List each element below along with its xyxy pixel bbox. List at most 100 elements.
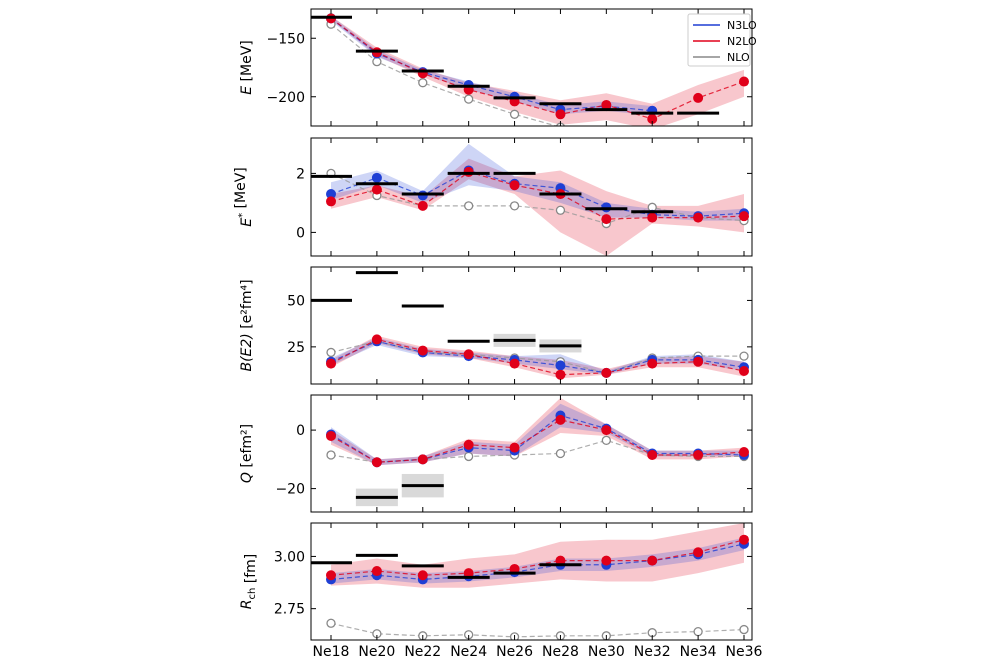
y-tick-label: 50 — [287, 293, 305, 309]
y-axis-label: E* [MeV] — [233, 167, 255, 227]
panel-frame — [310, 266, 753, 385]
point-n2lo — [739, 211, 749, 222]
point-n2lo — [509, 180, 520, 191]
y-axis-label: Rch [fm] — [239, 554, 259, 610]
x-tick-label: Ne36 — [726, 644, 763, 660]
point-nlo — [739, 351, 749, 361]
x-tick-label: Ne26 — [496, 644, 533, 660]
point-n2lo — [417, 570, 428, 581]
panel-Q: −20 0 Q [efm²] — [239, 394, 753, 513]
panel-E: −150 −200 E [MeV] — [239, 8, 753, 127]
y-tick-label: 2 — [296, 166, 305, 182]
point-n2lo — [371, 457, 382, 468]
point-n2lo — [417, 454, 428, 465]
point-n2lo — [647, 449, 658, 460]
point-n2lo — [371, 334, 382, 345]
line-n2lo — [330, 539, 745, 576]
point-n2lo — [647, 555, 658, 566]
legend-box — [687, 13, 751, 67]
point-n2lo — [555, 555, 566, 566]
line-n3lo — [330, 543, 745, 581]
panel-plot-area — [311, 143, 749, 256]
x-tick-label: Ne30 — [588, 644, 625, 660]
y-tick-label: 3.00 — [274, 549, 305, 565]
y-axis-label: E [MeV] — [239, 40, 255, 95]
line-n2lo — [330, 338, 745, 376]
point-n2lo — [509, 358, 520, 369]
point-nlo — [464, 94, 474, 104]
y-tick-label: −200 — [267, 90, 305, 106]
x-tick-label: Ne24 — [450, 644, 487, 660]
point-n2lo — [647, 113, 658, 124]
point-n2lo — [326, 358, 336, 369]
point-n2lo — [463, 439, 474, 450]
line-nlo — [330, 172, 745, 225]
x-tick-label: Ne20 — [358, 644, 395, 660]
point-n3lo — [326, 189, 336, 200]
panel-frame — [310, 394, 753, 513]
point-n2lo — [326, 570, 336, 581]
point-nlo — [464, 201, 474, 211]
point-n2lo — [739, 447, 749, 458]
y-tick-label: −150 — [267, 31, 305, 47]
point-n2lo — [647, 212, 658, 223]
point-nlo — [509, 201, 520, 211]
line-n3lo — [330, 340, 745, 374]
point-n2lo — [509, 563, 520, 574]
line-nlo — [330, 340, 744, 374]
legend-label-nlo: NLO — [727, 51, 750, 64]
point-n2lo — [601, 425, 612, 436]
point-n2lo — [371, 566, 382, 577]
point-n2lo — [417, 200, 428, 211]
y-tick-label: 25 — [287, 340, 305, 356]
line-n2lo — [330, 419, 745, 463]
point-nlo — [693, 626, 703, 637]
panel-Rch: 2.75 3.00 Rch [fm] — [239, 522, 753, 641]
point-n2lo — [693, 356, 704, 367]
point-n2lo — [417, 345, 428, 356]
x-tick-label: Ne22 — [404, 644, 441, 660]
point-nlo — [739, 624, 749, 635]
point-n2lo — [555, 109, 566, 120]
band-n2lo-0 — [331, 158, 744, 256]
x-tick-label: Ne18 — [313, 644, 350, 660]
point-n2lo — [693, 212, 704, 223]
y-tick-label: 2.75 — [274, 602, 305, 618]
line-n2lo — [330, 171, 745, 220]
panel-Estar: 0 2 E* [MeV] — [233, 137, 753, 257]
point-nlo — [372, 57, 382, 67]
point-n2lo — [601, 555, 612, 566]
point-n2lo — [739, 534, 749, 545]
y-axis-label: Q [efm²] — [239, 424, 255, 483]
point-n2lo — [739, 76, 749, 87]
line-nlo — [330, 622, 745, 638]
y-tick-label: 0 — [296, 423, 305, 439]
panel-plot-area — [311, 13, 749, 126]
x-tick-label: Ne28 — [542, 644, 579, 660]
point-n2lo — [326, 196, 336, 207]
legend: N3LO N2LO NLO — [687, 13, 757, 67]
y-tick-label: 0 — [296, 225, 305, 241]
point-n2lo — [693, 92, 704, 103]
point-nlo — [555, 205, 566, 215]
x-tick-label: Ne32 — [634, 644, 671, 660]
point-n2lo — [693, 449, 704, 460]
line-n3lo — [330, 169, 745, 217]
point-n2lo — [739, 366, 749, 376]
panel-frame — [310, 137, 753, 257]
point-n3lo — [555, 360, 566, 371]
point-nlo — [464, 451, 474, 462]
point-n2lo — [555, 369, 566, 380]
panel-plot-area — [326, 397, 749, 507]
legend-label-n3lo: N3LO — [727, 19, 757, 32]
point-n3lo — [371, 172, 382, 183]
point-n2lo — [371, 184, 382, 195]
y-axis-label: B(E2) [e²fm⁴] — [239, 279, 255, 371]
band-n3lo-0 — [331, 403, 744, 466]
point-n2lo — [509, 442, 520, 453]
point-nlo — [326, 618, 336, 628]
point-nlo — [326, 450, 336, 460]
point-nlo — [509, 109, 520, 119]
point-n2lo — [555, 414, 566, 425]
